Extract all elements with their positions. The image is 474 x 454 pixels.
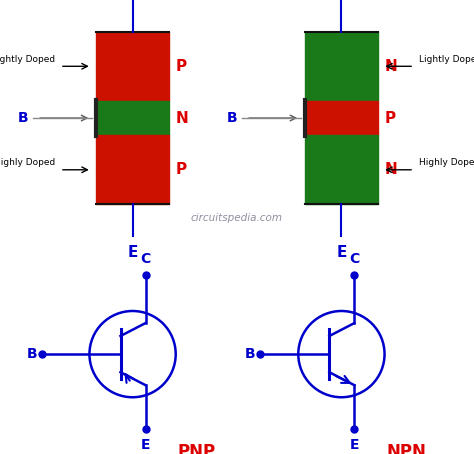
Text: E: E bbox=[141, 438, 150, 452]
Text: Highly Doped: Highly Doped bbox=[0, 158, 55, 168]
Text: Highly Doped: Highly Doped bbox=[419, 158, 474, 168]
Text: N: N bbox=[176, 110, 189, 126]
Text: PNP: PNP bbox=[178, 443, 216, 454]
Text: B: B bbox=[27, 347, 37, 361]
Bar bbox=[96, 32, 169, 101]
Text: NPN: NPN bbox=[387, 443, 427, 454]
Text: N: N bbox=[384, 59, 397, 74]
Text: circuitspedia.com: circuitspedia.com bbox=[191, 213, 283, 223]
Text: Lightly Doped: Lightly Doped bbox=[419, 55, 474, 64]
Bar bbox=[305, 32, 378, 101]
Bar bbox=[96, 135, 169, 204]
Text: C: C bbox=[349, 252, 359, 266]
Text: P: P bbox=[176, 59, 187, 74]
Text: B: B bbox=[227, 111, 237, 125]
Text: P: P bbox=[384, 110, 396, 126]
Text: E: E bbox=[336, 245, 346, 260]
Bar bbox=[305, 135, 378, 204]
Text: B: B bbox=[18, 111, 28, 125]
Bar bbox=[96, 101, 169, 135]
Text: E: E bbox=[128, 245, 138, 260]
Text: Lightly Doped: Lightly Doped bbox=[0, 55, 55, 64]
Text: B: B bbox=[245, 347, 255, 361]
Text: P: P bbox=[176, 162, 187, 178]
Text: C: C bbox=[140, 252, 151, 266]
Text: E: E bbox=[350, 438, 359, 452]
Bar bbox=[305, 101, 378, 135]
Text: N: N bbox=[384, 162, 397, 178]
